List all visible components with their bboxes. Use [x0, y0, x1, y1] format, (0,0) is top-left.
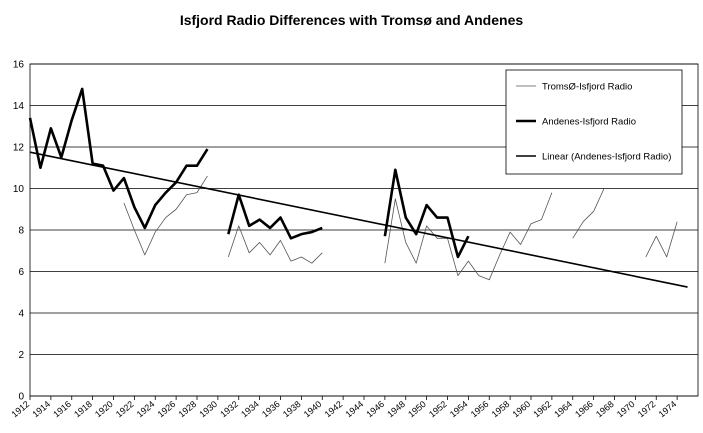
x-tick-label: 1954 [448, 399, 470, 420]
x-tick-label: 1944 [344, 399, 366, 420]
series-line-segment [123, 175, 208, 256]
x-tick-label: 1926 [156, 399, 178, 420]
x-tick-label: 1932 [218, 399, 240, 420]
series-3 [29, 151, 688, 288]
series-line-segment [572, 188, 605, 239]
x-tick-label: 1958 [490, 399, 512, 420]
x-tick-label: 1974 [657, 399, 679, 420]
x-tick-label: 1952 [427, 399, 449, 420]
x-tick-label: 1934 [239, 399, 261, 420]
series-line-segment [383, 168, 470, 259]
y-tick-label: 6 [18, 267, 24, 278]
series-2 [28, 87, 470, 259]
series-layer [28, 87, 688, 288]
series-line-segment [384, 192, 553, 281]
x-tick-label: 1968 [594, 399, 616, 420]
series-line-segment [227, 193, 323, 240]
y-tick-label: 16 [13, 60, 25, 71]
x-tick-label: 1956 [469, 399, 491, 420]
x-tick-label: 1924 [135, 399, 157, 420]
legend-label: TromsØ-Isfjord Radio [542, 82, 632, 93]
x-tick-label: 1966 [573, 399, 595, 420]
x-tick-label: 1972 [636, 399, 658, 420]
x-tick-label: 1948 [385, 399, 407, 420]
legend-label: Linear (Andenes-Isfjord Radio) [542, 152, 671, 163]
y-tick-label: 10 [13, 184, 25, 195]
x-tick-label: 1914 [30, 399, 52, 420]
y-tick-label: 14 [13, 101, 25, 112]
x-tick-label: 1938 [281, 399, 303, 420]
x-tick-label: 1918 [72, 399, 94, 420]
y-tick-label: 4 [18, 309, 24, 320]
series-line-segment [645, 221, 678, 258]
x-tick-label: 1964 [552, 399, 574, 420]
y-tick-label: 8 [18, 226, 24, 237]
x-tick-label: 1928 [177, 399, 199, 420]
series-1 [123, 175, 678, 281]
x-tick-label: 1930 [197, 399, 219, 420]
series-line-segment [227, 225, 323, 264]
x-tick-label: 1946 [364, 399, 386, 420]
x-tick-label: 1962 [531, 399, 553, 420]
x-tick-label: 1940 [302, 399, 324, 420]
legend-label: Andenes-Isfjord Radio [542, 117, 636, 128]
legend: TromsØ-Isfjord Radio Andenes-Isfjord Radi… [505, 69, 683, 175]
x-tick-label: 1936 [260, 399, 282, 420]
x-tick-label: 1920 [93, 399, 115, 420]
x-tick-label: 1912 [10, 399, 32, 420]
x-tick-label: 1950 [406, 399, 428, 420]
x-tick-label: 1922 [114, 399, 136, 420]
x-tick-label: 1970 [615, 399, 637, 420]
y-tick-label: 12 [13, 143, 25, 154]
y-tick-label: 0 [18, 392, 24, 403]
chart-title: Isfjord Radio Differences with Tromsø an… [179, 12, 524, 28]
x-tick-label: 1916 [51, 399, 73, 420]
y-tick-label: 2 [18, 350, 24, 361]
series-line-segment [28, 87, 209, 230]
series-line-segment [29, 151, 688, 288]
x-tick-label: 1942 [323, 399, 345, 420]
x-tick-label: 1960 [511, 399, 533, 420]
